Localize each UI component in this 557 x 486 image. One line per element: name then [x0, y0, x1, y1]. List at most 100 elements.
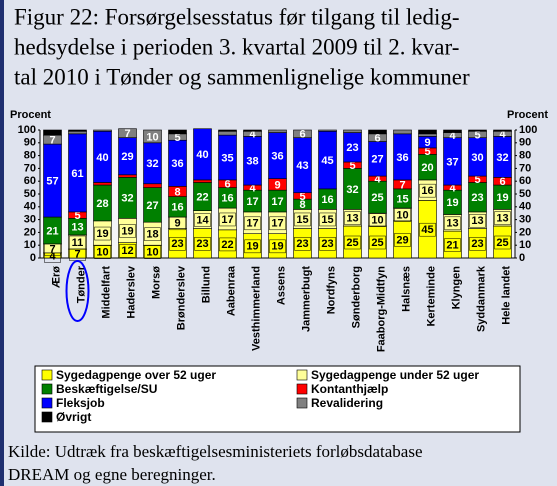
title-line: hedsydelse i perioden 3. kvartal 2009 ti…	[14, 34, 459, 59]
label-box	[469, 237, 486, 251]
label-box	[194, 237, 211, 251]
data-label: 5	[299, 191, 305, 203]
data-label: 25	[496, 237, 508, 249]
data-label: 11	[72, 237, 84, 249]
data-label: 28	[96, 198, 108, 210]
legend-swatch	[296, 383, 308, 395]
y-tick-label: 20	[24, 226, 36, 238]
data-label: 6	[499, 176, 505, 188]
label-box	[319, 212, 336, 227]
bar-segment	[193, 179, 212, 183]
bar-segment	[193, 128, 212, 181]
data-label: 29	[396, 234, 408, 246]
legend-label: Øvrigt	[56, 410, 91, 424]
data-label: 4	[249, 183, 256, 195]
legend-label: Revalidering	[311, 396, 383, 410]
data-label: 13	[71, 222, 83, 234]
data-label: 12	[121, 245, 133, 257]
label-box	[144, 245, 161, 259]
legend-label: Kontanthjælp	[311, 382, 388, 396]
data-label: 10	[146, 131, 158, 143]
data-label: 4	[449, 183, 456, 195]
label-box	[394, 208, 411, 222]
data-label: 23	[321, 238, 333, 250]
data-label: 17	[221, 214, 233, 226]
data-label: 45	[421, 224, 433, 236]
x-tick-label: Aabenraa	[225, 265, 237, 316]
label-box	[394, 233, 411, 247]
label-box	[444, 216, 461, 231]
bar-segment	[43, 129, 62, 136]
label-box	[419, 222, 436, 237]
data-label: 21	[446, 239, 458, 251]
legend-swatch	[296, 397, 308, 409]
data-label: 13	[346, 213, 358, 225]
data-label: 30	[471, 152, 483, 164]
label-box	[144, 227, 161, 241]
data-label: 16	[421, 185, 433, 197]
label-box	[319, 237, 336, 251]
data-label: 17	[246, 218, 258, 230]
legend-label: Sygedagpenge under 52 uger	[311, 368, 479, 382]
data-label: 19	[121, 225, 133, 237]
bar-segment	[468, 129, 487, 132]
data-label: 9	[174, 218, 180, 230]
y2-tick-label: 90	[519, 137, 531, 149]
y-tick-label: 100	[18, 124, 36, 136]
label-box	[494, 211, 511, 225]
data-label: 16	[321, 194, 333, 206]
data-label: 7	[399, 179, 405, 191]
data-label: 10	[146, 247, 158, 259]
data-label: 25	[346, 237, 358, 249]
data-label: 32	[146, 158, 158, 170]
x-tick-label: Jammerbugt	[300, 266, 312, 332]
data-label: 35	[221, 152, 233, 164]
highlight-ring	[65, 260, 90, 322]
data-label: 8	[299, 199, 305, 211]
data-label: 5	[424, 146, 430, 158]
bar-segment	[93, 182, 112, 186]
y-tick-label: 90	[24, 137, 36, 149]
label-box	[444, 238, 461, 252]
data-label: 37	[446, 156, 458, 168]
data-label: 4	[249, 129, 256, 141]
y2-tick-label: 60	[519, 175, 531, 187]
data-label: 36	[396, 152, 408, 164]
data-label: 4	[374, 174, 381, 186]
bar-segment	[218, 130, 237, 136]
data-label: 61	[71, 168, 83, 180]
data-label: 9	[274, 179, 280, 191]
data-label: 7	[49, 135, 55, 147]
data-label: 16	[171, 202, 183, 214]
left-border	[0, 0, 4, 486]
y2-tick-label: 50	[519, 188, 531, 200]
label-box	[369, 235, 386, 250]
source-line: Kilde: Udtræk fra beskæftigelsesminister…	[8, 442, 423, 461]
x-tick-label: Hele landet	[500, 266, 512, 325]
data-label: 19	[271, 241, 283, 253]
data-label: 5	[174, 132, 180, 144]
data-label: 15	[321, 214, 333, 226]
bar-segment	[268, 129, 287, 133]
label-box	[469, 213, 486, 228]
bar-segment	[143, 129, 162, 144]
y-tick-label: 60	[24, 175, 36, 187]
bar-segment	[293, 129, 312, 138]
data-label: 23	[471, 238, 483, 250]
data-label: 22	[221, 239, 233, 251]
data-label: 7	[49, 243, 55, 255]
data-label: 23	[196, 238, 208, 250]
bar-segment	[118, 174, 137, 178]
data-label: 5	[74, 210, 80, 222]
y2-tick-label: 100	[519, 124, 537, 136]
data-label: 14	[196, 215, 209, 227]
data-label: 6	[299, 129, 305, 141]
y-tick-label: 30	[24, 214, 36, 226]
data-label: 23	[471, 192, 483, 204]
y2-tick-label: 30	[519, 214, 531, 226]
x-tick-label: Halsnæs	[400, 266, 412, 312]
data-label: 19	[496, 192, 508, 204]
data-label: 18	[146, 229, 158, 241]
x-tick-label: Syddanmark	[475, 265, 487, 332]
legend-swatch	[41, 383, 53, 395]
